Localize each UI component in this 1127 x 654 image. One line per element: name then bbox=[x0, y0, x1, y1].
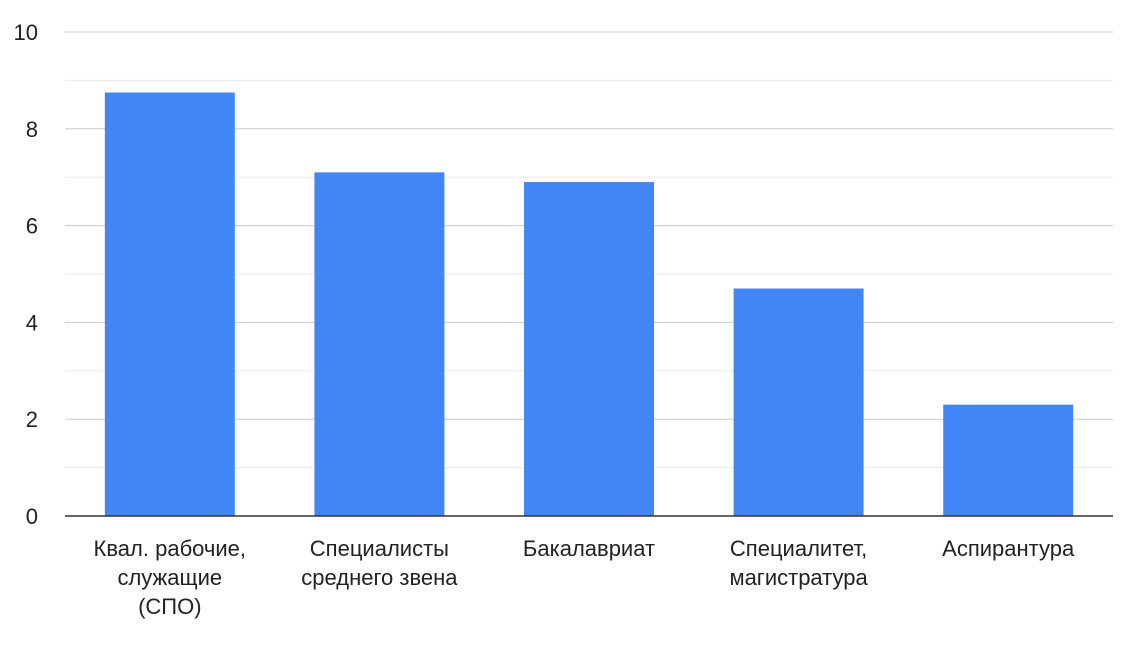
x-category-label: Квал. рабочие, служащие (СПО) bbox=[94, 536, 246, 619]
x-axis-category-labels: Квал. рабочие, служащие (СПО) Специалисты ср… bbox=[94, 536, 1075, 619]
y-tick-label: 0 bbox=[26, 504, 38, 529]
x-category-label: Специалисты среднего звена bbox=[301, 536, 458, 590]
y-axis-tick-labels: 0 2 4 6 8 10 bbox=[14, 20, 38, 529]
bar bbox=[104, 92, 235, 516]
x-category-label-line: Квал. рабочие, bbox=[94, 536, 246, 561]
x-category-label: Аспирантура bbox=[942, 536, 1075, 561]
x-category-label-line: служащие bbox=[117, 565, 222, 590]
x-category-label-line: среднего звена bbox=[301, 565, 458, 590]
bars bbox=[104, 92, 1074, 517]
x-category-label-line: Специалисты bbox=[310, 536, 449, 561]
x-category-label-line: Аспирантура bbox=[942, 536, 1075, 561]
x-category-label-line: (СПО) bbox=[138, 594, 201, 619]
y-tick-label: 6 bbox=[26, 214, 38, 239]
bar bbox=[733, 288, 864, 516]
y-tick-label: 10 bbox=[14, 20, 38, 45]
bar bbox=[943, 404, 1074, 516]
x-category-label: Специалитет, магистратура bbox=[729, 536, 868, 590]
x-category-label-line: магистратура bbox=[729, 565, 868, 590]
x-category-label-line: Специалитет, bbox=[730, 536, 867, 561]
x-category-label-line: Бакалавриат bbox=[523, 536, 655, 561]
y-tick-label: 8 bbox=[26, 117, 38, 142]
bar bbox=[524, 182, 654, 517]
y-tick-label: 4 bbox=[26, 310, 38, 335]
y-tick-label: 2 bbox=[26, 407, 38, 432]
x-category-label: Бакалавриат bbox=[523, 536, 655, 561]
bar bbox=[314, 172, 445, 517]
